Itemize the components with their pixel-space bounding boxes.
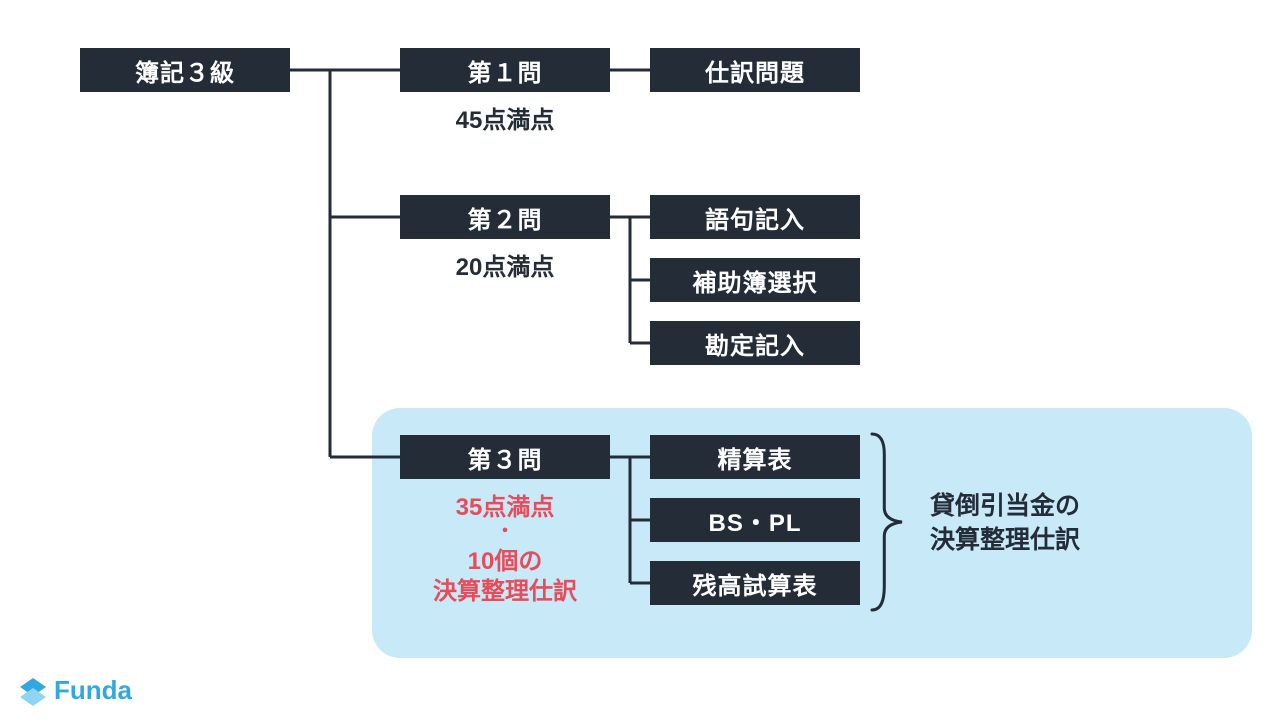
diagram-canvas: 簿記３級 第１問 45点満点 仕訳問題第２問 20点満点 語句記入補助簿選択勘定記入第３問… bbox=[0, 0, 1280, 720]
q1-sublabel: 45点満点 bbox=[400, 100, 610, 135]
q3-child-1: BS・PL bbox=[650, 498, 860, 542]
q3-sublabel-2b: 決算整理仕訳 bbox=[400, 571, 610, 606]
q2-box: 第２問 bbox=[400, 195, 610, 239]
root-box: 簿記３級 bbox=[80, 48, 290, 92]
q3-note-line1: 貸倒引当金の bbox=[930, 490, 1080, 524]
q1-child-0: 仕訳問題 bbox=[650, 48, 860, 92]
q1-box: 第１問 bbox=[400, 48, 610, 92]
q2-sublabel: 20点満点 bbox=[400, 247, 610, 282]
q2-child-1: 補助簿選択 bbox=[650, 258, 860, 302]
q3-note-line2: 決算整理仕訳 bbox=[930, 524, 1080, 558]
brand-logo: Funda bbox=[18, 675, 132, 706]
q2-child-2: 勘定記入 bbox=[650, 321, 860, 365]
q3-note: 貸倒引当金の 決算整理仕訳 bbox=[930, 490, 1080, 558]
q3-sublabel-dot: ・ bbox=[400, 517, 610, 543]
q3-box: 第３問 bbox=[400, 435, 610, 479]
curly-brace bbox=[870, 432, 906, 616]
brand-icon bbox=[18, 676, 48, 706]
q3-child-2: 残高試算表 bbox=[650, 561, 860, 605]
q3-child-0: 精算表 bbox=[650, 435, 860, 479]
q2-child-0: 語句記入 bbox=[650, 195, 860, 239]
brand-text: Funda bbox=[54, 675, 132, 706]
